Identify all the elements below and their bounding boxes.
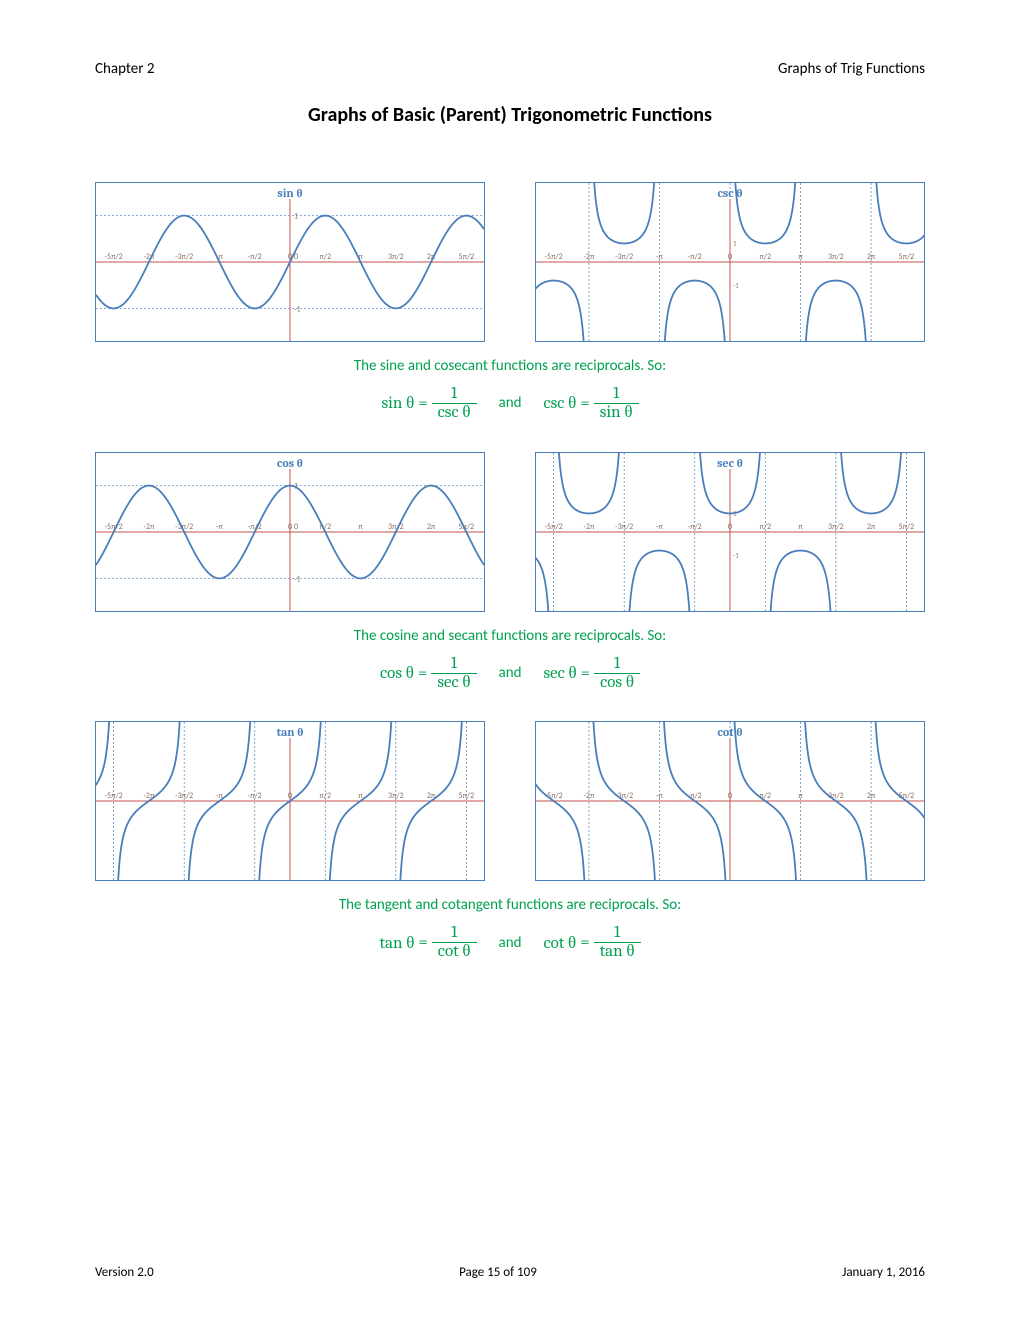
graph-cot: cot θ-5π/2-2π-3π/2-π-π/20π/2π3π/22π5π/2: [535, 721, 925, 881]
svg-text:3π/2: 3π/2: [828, 252, 844, 262]
svg-text:-2π: -2π: [143, 522, 155, 532]
svg-text:-2π: -2π: [583, 791, 595, 801]
formula-right: sec θ= 1cos θ: [543, 655, 640, 692]
page-footer: Version 2.0 Page 15 of 109 January 1, 20…: [95, 1265, 925, 1280]
svg-text:-1: -1: [733, 550, 739, 559]
svg-text:0: 0: [728, 522, 732, 532]
svg-text:1: 1: [294, 212, 298, 222]
svg-text:1: 1: [733, 238, 737, 247]
svg-text:2π: 2π: [427, 522, 436, 532]
svg-text:-5π/2: -5π/2: [545, 252, 563, 262]
svg-text:5π/2: 5π/2: [899, 252, 915, 262]
formula-left: cos θ= 1sec θ: [380, 655, 477, 692]
svg-text:cos θ: cos θ: [277, 456, 303, 470]
svg-text:0: 0: [294, 522, 298, 532]
graph-sec: sec θ-5π/2-2π-3π/2-π-π/20π/2π3π/22π5π/21…: [535, 452, 925, 612]
page-title: Graphs of Basic (Parent) Trigonometric F…: [95, 103, 925, 127]
svg-text:0: 0: [728, 252, 732, 262]
graph-row: sin θ -5π/2 -2π -3π/2 -π -π/2 0 π/2 π 3π/2 2π 5π/2 1…: [95, 182, 925, 342]
graph-csc: csc θ-5π/2-2π-3π/2-π-π/20π/2π3π/22π5π/21…: [535, 182, 925, 342]
graph-section: cos θ-5π/2-2π-3π/2-π-π/20π/2π3π/22π5π/21…: [95, 452, 925, 692]
svg-text:π/2: π/2: [759, 252, 771, 262]
content-rows: sin θ -5π/2 -2π -3π/2 -π -π/2 0 π/2 π 3π/2 2π 5π/2 1…: [95, 182, 925, 961]
svg-text:-1: -1: [294, 574, 301, 584]
svg-text:-5π/2: -5π/2: [105, 791, 123, 801]
svg-text:-5π/2: -5π/2: [105, 252, 123, 262]
svg-text:3π/2: 3π/2: [388, 791, 404, 801]
svg-text:5π/2: 5π/2: [459, 791, 475, 801]
svg-text:-2π: -2π: [583, 522, 595, 532]
reciprocal-formula: cos θ= 1sec θ and sec θ= 1cos θ: [95, 655, 925, 692]
svg-text:sin θ: sin θ: [277, 186, 302, 200]
svg-text:-π: -π: [656, 791, 663, 801]
svg-text:5π/2: 5π/2: [459, 252, 475, 262]
svg-text:3π/2: 3π/2: [828, 522, 844, 532]
svg-text:-3π/2: -3π/2: [175, 252, 193, 262]
page-number: Page 15 of 109: [459, 1265, 537, 1280]
reciprocal-note: The tangent and cotangent functions are …: [95, 896, 925, 914]
svg-text:3π/2: 3π/2: [388, 252, 404, 262]
svg-text:5π/2: 5π/2: [899, 522, 915, 532]
graph-row: tan θ-5π/2-2π-3π/2-π-π/20π/2π3π/22π5π/2 …: [95, 721, 925, 881]
svg-text:π: π: [798, 252, 803, 262]
graph-tan: tan θ-5π/2-2π-3π/2-π-π/20π/2π3π/22π5π/2: [95, 721, 485, 881]
svg-text:2π: 2π: [867, 791, 876, 801]
svg-text:-1: -1: [294, 304, 301, 314]
graph-cos: cos θ-5π/2-2π-3π/2-π-π/20π/2π3π/22π5π/21…: [95, 452, 485, 612]
and-label: and: [495, 934, 526, 952]
graph-section: sin θ -5π/2 -2π -3π/2 -π -π/2 0 π/2 π 3π/2 2π 5π/2 1…: [95, 182, 925, 422]
svg-text:-π: -π: [656, 522, 663, 532]
svg-text:-π: -π: [656, 252, 663, 262]
svg-text:π/2: π/2: [319, 252, 331, 262]
formula-right: csc θ= 1sin θ: [543, 385, 638, 422]
svg-text:-2π: -2π: [583, 252, 595, 262]
formula-left: tan θ= 1cot θ: [379, 924, 476, 961]
reciprocal-note: The cosine and secant functions are reci…: [95, 627, 925, 645]
reciprocal-note: The sine and cosecant functions are reci…: [95, 357, 925, 375]
svg-text:π/2: π/2: [759, 522, 771, 532]
svg-text:π: π: [358, 522, 363, 532]
graph-row: cos θ-5π/2-2π-3π/2-π-π/20π/2π3π/22π5π/21…: [95, 452, 925, 612]
page-header: Chapter 2 Graphs of Trig Functions: [95, 60, 925, 78]
svg-text:-π/2: -π/2: [688, 252, 702, 262]
svg-text:-π: -π: [216, 522, 223, 532]
svg-text:0: 0: [288, 522, 292, 532]
svg-text:2π: 2π: [867, 522, 876, 532]
reciprocal-formula: tan θ= 1cot θ and cot θ= 1tan θ: [95, 924, 925, 961]
graph-sin: sin θ-5π/2-2π-3π/2-π-π/20π/2π3π/22π5π/21…: [95, 182, 485, 342]
svg-text:-3π/2: -3π/2: [175, 791, 193, 801]
svg-text:0: 0: [728, 791, 732, 801]
svg-text:-π/2: -π/2: [248, 791, 262, 801]
svg-text:-2π: -2π: [143, 791, 155, 801]
svg-text:-π/2: -π/2: [248, 252, 262, 262]
svg-text:-π/2: -π/2: [688, 791, 702, 801]
reciprocal-formula: sin θ= 1csc θ and csc θ= 1sin θ: [95, 385, 925, 422]
svg-text:tan θ: tan θ: [277, 725, 304, 739]
header-right: Graphs of Trig Functions: [778, 60, 925, 78]
date-label: January 1, 2016: [842, 1265, 925, 1280]
and-label: and: [495, 394, 526, 412]
svg-text:-π/2: -π/2: [688, 522, 702, 532]
svg-text:π: π: [798, 522, 803, 532]
svg-text:2π: 2π: [867, 252, 876, 262]
svg-text:-3π/2: -3π/2: [615, 522, 633, 532]
formula-left: sin θ= 1csc θ: [381, 385, 476, 422]
svg-text:sec θ: sec θ: [717, 456, 743, 470]
page: Chapter 2 Graphs of Trig Functions Graph…: [0, 0, 1020, 1320]
svg-text:π: π: [798, 791, 803, 801]
svg-text:-5π/2: -5π/2: [545, 522, 563, 532]
svg-text:π/2: π/2: [319, 791, 331, 801]
graph-section: tan θ-5π/2-2π-3π/2-π-π/20π/2π3π/22π5π/2 …: [95, 721, 925, 961]
and-label: and: [495, 664, 526, 682]
version-label: Version 2.0: [95, 1265, 154, 1280]
chapter-label: Chapter 2: [95, 60, 154, 78]
svg-text:-1: -1: [733, 281, 739, 290]
svg-text:-3π/2: -3π/2: [615, 252, 633, 262]
formula-right: cot θ= 1tan θ: [543, 924, 640, 961]
svg-text:π/2: π/2: [759, 791, 771, 801]
